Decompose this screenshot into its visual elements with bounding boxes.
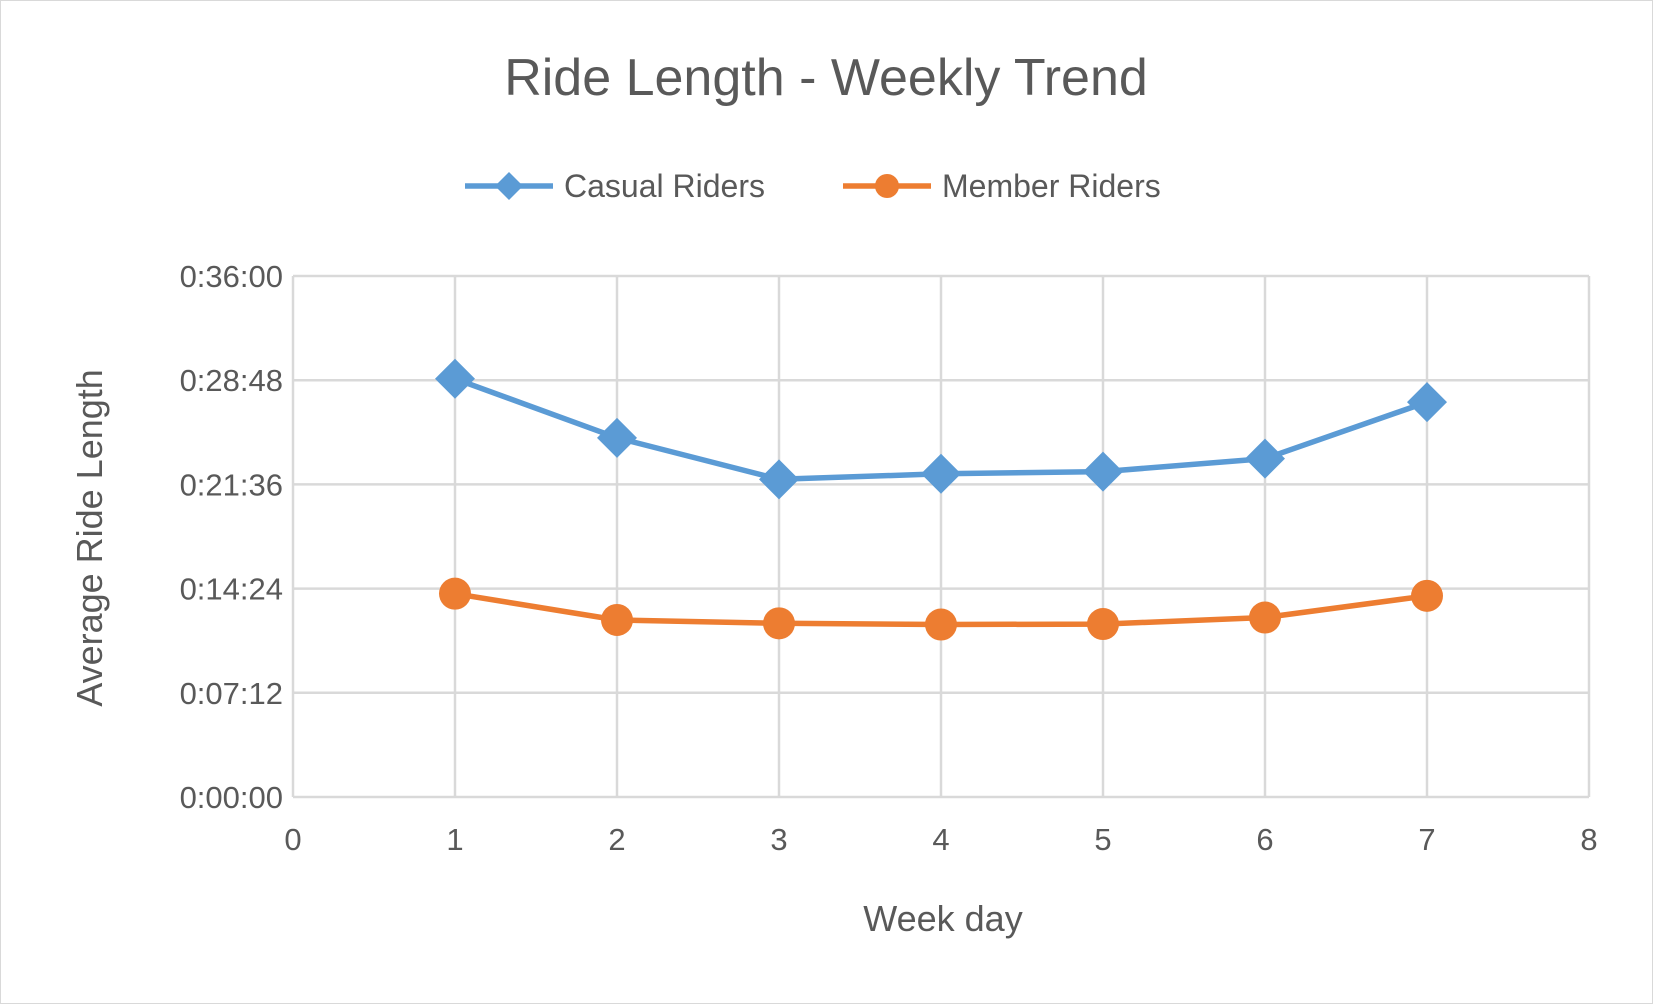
series-casual-riders xyxy=(435,358,1447,500)
x-tick-label: 2 xyxy=(608,822,625,857)
data-point xyxy=(1087,608,1119,641)
x-tick-label: 5 xyxy=(1094,822,1111,857)
data-point xyxy=(759,459,799,500)
y-tick-label: 0:28:48 xyxy=(180,363,283,398)
data-point xyxy=(601,603,633,636)
y-tick-label: 0:21:36 xyxy=(180,467,283,502)
y-tick-label: 0:14:24 xyxy=(180,572,283,607)
gridlines xyxy=(291,274,1591,799)
x-tick-label: 3 xyxy=(770,822,787,857)
legend-item: Member Riders xyxy=(843,168,1161,204)
legend-item: Casual Riders xyxy=(465,168,765,204)
data-point xyxy=(439,577,471,610)
y-tick-label: 0:07:12 xyxy=(180,676,283,711)
data-point xyxy=(925,608,957,641)
data-point xyxy=(921,453,961,494)
data-point xyxy=(597,417,637,458)
data-point xyxy=(435,358,475,399)
legend-label: Casual Riders xyxy=(564,168,765,204)
data-point xyxy=(1083,451,1123,492)
x-axis-title: Week day xyxy=(863,898,1022,939)
y-tick-label: 0:00:00 xyxy=(180,780,283,815)
y-axis-title: Average Ride Length xyxy=(69,369,110,707)
series-member-riders xyxy=(439,577,1443,641)
legend-marker xyxy=(875,174,899,198)
x-tick-label: 6 xyxy=(1256,822,1273,857)
data-point xyxy=(1249,601,1281,634)
x-tick-label: 0 xyxy=(284,822,301,857)
y-tick-label: 0:36:00 xyxy=(180,259,283,294)
x-tick-label: 8 xyxy=(1580,822,1597,857)
legend: Casual Riders Member Riders xyxy=(465,168,1161,204)
x-tick-label: 1 xyxy=(446,822,463,857)
series-layer xyxy=(435,358,1447,641)
data-point xyxy=(763,607,795,640)
legend-marker xyxy=(495,172,523,200)
legend-label: Member Riders xyxy=(942,168,1161,204)
data-point xyxy=(1411,579,1443,612)
data-point xyxy=(1407,382,1447,423)
chart-title: Ride Length - Weekly Trend xyxy=(504,49,1148,107)
x-tick-label: 7 xyxy=(1418,822,1435,857)
x-tick-label: 4 xyxy=(932,822,949,857)
data-point xyxy=(1245,438,1285,479)
tick-labels: 0 1 2 3 4 5 6 7 8 0:00:00 0:07:12 0:14:24 0:21:36 0:2… xyxy=(180,259,1598,857)
